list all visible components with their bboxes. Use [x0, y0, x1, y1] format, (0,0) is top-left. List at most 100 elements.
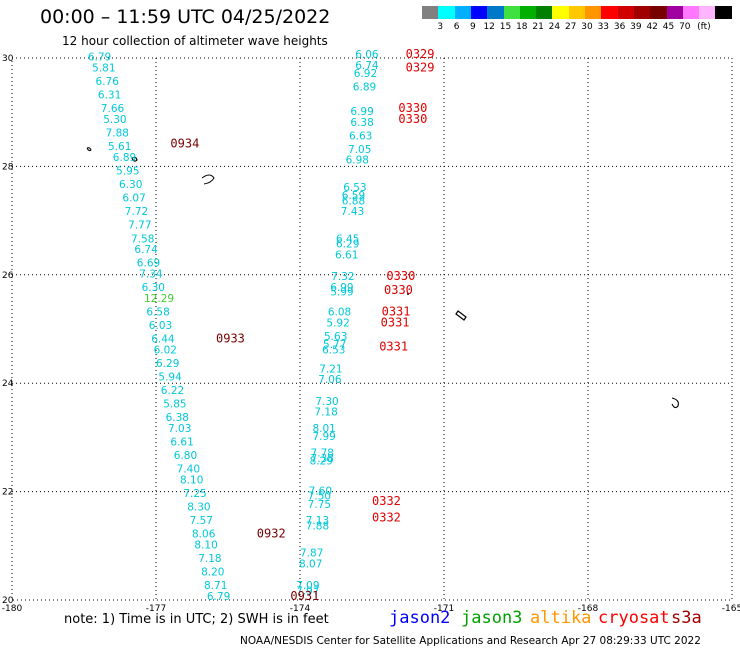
legend-swatch	[633, 6, 651, 19]
swh-value: 7.87	[300, 548, 323, 560]
swh-value: 6.79	[207, 591, 230, 603]
pass-time: 0330	[398, 101, 427, 115]
swh-value: 6.88	[342, 195, 365, 207]
swh-value: 6.30	[142, 282, 165, 294]
legend-swatch	[650, 6, 668, 19]
swh-value: 6.89	[353, 82, 376, 94]
legend-swatch	[617, 6, 635, 19]
swh-value: 5.92	[326, 317, 349, 329]
swh-value: 7.21	[319, 363, 342, 375]
y-tick-label: 26	[2, 271, 14, 281]
satellite-name: jason3	[461, 608, 523, 628]
x-tick-label: -168	[578, 604, 599, 614]
swh-value: 7.18	[198, 553, 221, 565]
map-title: 00:00 – 11:59 UTC 04/25/2022	[40, 6, 331, 28]
legend-label: 18	[516, 22, 528, 32]
legend-swatch	[585, 6, 602, 19]
coastline-islands	[86, 147, 679, 409]
swh-value: 6.44	[151, 334, 175, 346]
pass-time: 0931	[290, 589, 319, 603]
swh-value: 7.88	[106, 128, 129, 140]
legend-swatch	[568, 6, 586, 19]
swh-value: 6.06	[355, 49, 379, 61]
swh-value: 6.99	[350, 106, 373, 118]
x-tick-label: -177	[146, 604, 166, 614]
legend-swatch	[503, 6, 521, 19]
map-grid: -180 -177 -174 -171 -168 -165 30 28 26 24 22 20	[2, 54, 740, 614]
legend-label: 33	[597, 22, 610, 32]
swh-value: 7.60	[309, 485, 332, 497]
swh-value: 7.06	[318, 374, 342, 386]
swh-value: 8.01	[312, 423, 335, 435]
swh-value: 6.74	[134, 244, 158, 256]
legend-swatch	[601, 6, 619, 19]
swh-value: 7.99	[312, 431, 335, 443]
swh-value: 8.71	[204, 580, 227, 592]
x-tick-label: -171	[434, 604, 454, 614]
legend-swatch	[438, 6, 456, 19]
pass-time: 0332	[372, 494, 401, 508]
pass-time: 0331	[379, 340, 408, 354]
swh-value: 8.06	[192, 529, 216, 541]
satellite-name: altika	[530, 608, 592, 628]
legend-swatch	[682, 6, 700, 19]
y-tick-label: 28	[2, 162, 14, 172]
swh-value: 6.38	[350, 117, 373, 129]
swh-value: 8.30	[187, 502, 210, 514]
swh-value: 7.38	[311, 453, 334, 465]
swh-value: 7.78	[311, 447, 334, 459]
swh-value: 5.63	[324, 331, 347, 343]
legend-label: 70	[679, 22, 691, 32]
legend-label: 24	[548, 22, 561, 32]
swh-value: 6.02	[154, 344, 177, 356]
x-tick-label: -180	[2, 604, 23, 614]
legend-label: 12	[483, 22, 495, 32]
satellite-name: s3a	[671, 608, 702, 628]
swh-value: 5.61	[108, 141, 131, 153]
swh-value: 6.59	[342, 190, 365, 202]
pass-time-labels: 0934093309320931032903290330033003300330…	[170, 47, 434, 603]
swh-value: 5.94	[158, 371, 182, 383]
pass-time: 0932	[257, 527, 286, 541]
swh-value: 7.18	[314, 407, 337, 419]
pass-time: 0329	[406, 61, 435, 75]
swh-value: 6.07	[122, 193, 145, 205]
pass-time: 0331	[382, 304, 411, 318]
legend-label: 3	[437, 22, 444, 32]
swh-value: 6.45	[336, 233, 359, 245]
swh-value: 7.25	[183, 488, 206, 500]
credit-line: NOAA/NESDIS Center for Satellite Applica…	[240, 635, 701, 647]
pass-time: 0330	[398, 112, 427, 126]
legend-swatch	[699, 6, 717, 19]
legend-swatch	[519, 6, 537, 19]
legend-label: 6	[453, 22, 460, 32]
legend-label: 27	[564, 22, 577, 32]
swh-value: 6.53	[322, 344, 345, 356]
swh-value: 6.38	[166, 412, 189, 424]
swh-value: 7.43	[341, 206, 364, 218]
swh-value: 7.13	[306, 515, 329, 527]
legend-label: 9	[470, 22, 476, 32]
swh-value: 7.77	[128, 220, 151, 232]
pass-time: 0934	[170, 136, 199, 150]
legend-swatch	[552, 6, 570, 19]
x-tick-label: -165	[722, 604, 740, 614]
legend-swatch	[715, 6, 733, 19]
legend-swatch	[422, 6, 439, 19]
swh-value: 6.58	[146, 306, 169, 318]
swh-value: 6.92	[354, 68, 377, 80]
swh-value: 7.58	[131, 233, 154, 245]
swh-value: 7.72	[125, 206, 148, 218]
swh-value: 7.88	[306, 521, 329, 533]
swh-value: 6.74	[355, 60, 379, 72]
swh-value: 6.79	[88, 52, 111, 64]
swh-value: 6.30	[119, 179, 142, 191]
swh-value: 7.97	[296, 586, 319, 598]
satellite-name: cryosat	[598, 608, 670, 628]
swh-value: 7.75	[308, 499, 331, 511]
swh-value: 7.05	[348, 144, 371, 156]
swh-value: 7.40	[177, 464, 200, 476]
swh-value: 6.29	[156, 358, 179, 370]
swh-readings: 6.795.816.766.317.665.307.885.616.895.95…	[88, 49, 379, 603]
legend-swatch	[454, 6, 472, 19]
